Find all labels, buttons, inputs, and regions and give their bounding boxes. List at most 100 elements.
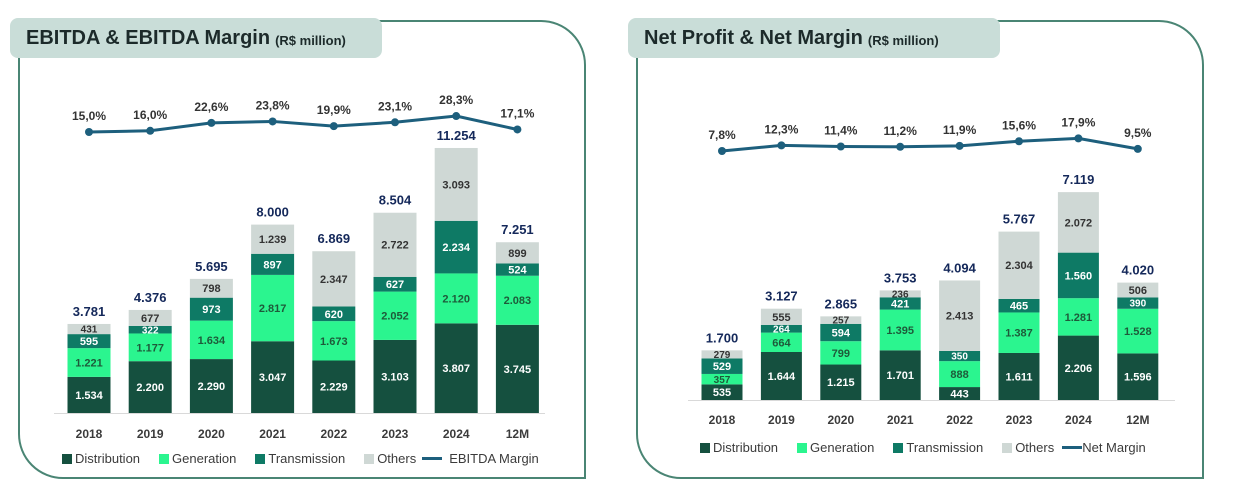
bar-label-generation: 2.817 bbox=[259, 303, 287, 315]
legend-transmission-label: Transmission bbox=[906, 440, 984, 455]
bar-label-generation: 1.634 bbox=[198, 335, 226, 347]
bar-label-transmission: 350 bbox=[951, 352, 968, 363]
category-tick-label: 2018 bbox=[76, 427, 103, 441]
bar-label-others: 257 bbox=[832, 316, 849, 327]
bar-label-transmission: 529 bbox=[713, 361, 731, 373]
margin-label: 11,2% bbox=[884, 124, 918, 138]
bar-label-distribution: 1.644 bbox=[768, 371, 796, 383]
bar-distribution bbox=[312, 360, 356, 413]
total-label: 11.254 bbox=[437, 128, 477, 143]
netprofit-panel-frame bbox=[636, 20, 1204, 479]
bar-label-distribution: 3.103 bbox=[381, 371, 409, 383]
bar-others bbox=[128, 309, 172, 326]
bar-transmission bbox=[312, 306, 356, 322]
bar-generation bbox=[189, 320, 233, 360]
bar-others bbox=[251, 224, 295, 254]
bar-label-generation: 1.673 bbox=[320, 336, 348, 348]
legend-transmission: Transmission bbox=[255, 451, 345, 466]
bar-others bbox=[701, 350, 743, 359]
bar-label-distribution: 1.611 bbox=[1006, 371, 1033, 383]
legend-generation: Generation bbox=[159, 451, 236, 466]
bar-label-generation: 1.528 bbox=[1124, 326, 1152, 338]
margin-label: 12,3% bbox=[764, 122, 798, 136]
bar-distribution bbox=[879, 350, 921, 400]
bar-label-transmission: 595 bbox=[80, 336, 98, 348]
bar-label-transmission: 465 bbox=[1010, 301, 1028, 313]
category-tick-label: 12M bbox=[1126, 413, 1149, 427]
total-label: 4.020 bbox=[1122, 263, 1155, 278]
bar-generation bbox=[939, 361, 981, 388]
netprofit-title-bar: Net Profit & Net Margin (R$ million) bbox=[628, 18, 1000, 58]
margin-label: 19,9% bbox=[317, 103, 351, 117]
bar-others bbox=[495, 242, 539, 264]
bar-stack-2021: 3.047 2.817 897 1.239 bbox=[251, 224, 295, 413]
bar-label-others: 798 bbox=[202, 283, 220, 295]
bar-generation bbox=[1117, 308, 1159, 354]
legend-generation: Generation bbox=[797, 440, 874, 455]
bar-stack-2020: 2.290 1.634 973 798 bbox=[189, 278, 233, 413]
distribution-swatch-icon bbox=[62, 453, 72, 464]
category-tick-label: 2021 bbox=[259, 427, 286, 441]
bar-label-distribution: 3.047 bbox=[259, 372, 287, 384]
margin-label: 23,1% bbox=[378, 99, 412, 113]
bar-label-others: 2.347 bbox=[320, 274, 348, 286]
bar-others bbox=[1117, 282, 1159, 298]
margin-label: 28,3% bbox=[439, 93, 473, 107]
legend-transmission-label: Transmission bbox=[268, 451, 346, 466]
bar-stack-2023: 3.103 2.052 627 2.722 bbox=[373, 212, 417, 413]
category-tick-label: 2020 bbox=[198, 427, 225, 441]
transmission-swatch-icon bbox=[893, 442, 904, 453]
bar-label-others: 279 bbox=[714, 350, 731, 361]
bar-label-distribution: 2.200 bbox=[136, 382, 164, 394]
category-tick-label: 2021 bbox=[887, 413, 914, 427]
legend-distribution: Distribution bbox=[62, 451, 140, 466]
bar-transmission bbox=[495, 263, 539, 276]
margin-label: 17,9% bbox=[1061, 115, 1095, 129]
bar-stack-2022: 443 888 350 2.413 bbox=[939, 280, 981, 400]
legend-distribution-label: Distribution bbox=[713, 440, 779, 455]
bar-label-transmission: 594 bbox=[832, 327, 851, 339]
margin-line bbox=[721, 136, 1139, 153]
bar-others bbox=[312, 251, 356, 307]
legend-others-label: Others bbox=[377, 451, 417, 466]
category-tick-label: 2022 bbox=[946, 413, 973, 427]
bar-label-distribution: 443 bbox=[950, 388, 968, 400]
bar-generation bbox=[879, 309, 921, 351]
bar-distribution bbox=[495, 324, 539, 413]
category-tick-label: 2018 bbox=[709, 413, 736, 427]
margin-line bbox=[88, 114, 518, 134]
bar-distribution bbox=[1117, 353, 1159, 400]
category-tick-label: 2022 bbox=[320, 427, 347, 441]
margin-point bbox=[896, 142, 905, 151]
legend-transmission: Transmission bbox=[893, 440, 983, 455]
legend-others: Others bbox=[364, 451, 416, 466]
legend-others-label: Others bbox=[1015, 440, 1055, 455]
legend-generation-label: Generation bbox=[172, 451, 237, 466]
category-tick-label: 2019 bbox=[137, 427, 164, 441]
margin-point bbox=[268, 117, 277, 126]
bar-distribution bbox=[701, 384, 743, 400]
bar-label-generation: 2.052 bbox=[381, 311, 409, 323]
margin-point bbox=[329, 122, 338, 131]
margin-point bbox=[513, 125, 522, 134]
bar-transmission bbox=[251, 253, 295, 275]
margin-line-swatch-icon bbox=[422, 457, 443, 460]
bar-label-generation: 2.083 bbox=[504, 295, 532, 307]
total-label: 4.094 bbox=[943, 260, 976, 275]
bar-generation bbox=[760, 332, 802, 352]
margin-label: 23,8% bbox=[256, 98, 290, 112]
bar-label-generation: 664 bbox=[772, 337, 791, 349]
total-label: 3.753 bbox=[884, 270, 917, 285]
bar-others bbox=[67, 323, 111, 335]
total-label: 7.119 bbox=[1062, 172, 1094, 187]
bar-label-others: 1.239 bbox=[259, 234, 287, 246]
bar-label-distribution: 2.290 bbox=[198, 381, 226, 393]
bar-generation bbox=[312, 321, 356, 361]
category-tick-label: 2020 bbox=[827, 413, 854, 427]
bar-others bbox=[373, 212, 417, 277]
bar-label-distribution: 1.596 bbox=[1124, 372, 1152, 384]
bar-label-others: 431 bbox=[81, 325, 98, 336]
total-label: 3.781 bbox=[73, 304, 106, 319]
bar-distribution bbox=[434, 323, 478, 413]
total-label: 5.695 bbox=[195, 259, 228, 274]
